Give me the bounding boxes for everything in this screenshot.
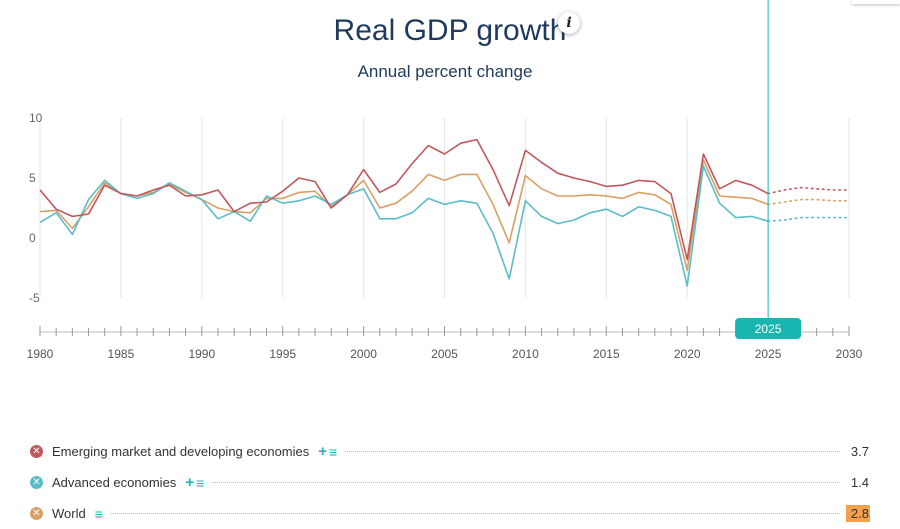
series-forecast-emerging [767,186,850,195]
series-forecast-advanced [767,216,850,222]
series-forecast-world [767,198,850,206]
remove-series-icon[interactable]: ✕ [30,507,43,520]
legend-label: Emerging market and developing economies [52,444,310,459]
y-tick-label: -5 [29,291,40,305]
x-tick-label: 2015 [593,347,620,361]
legend-value-highlighted: 2.8 [846,505,870,522]
legend-row-emerging[interactable]: ✕ Emerging market and developing economi… [30,436,870,467]
legend-label: Advanced economies [52,475,177,490]
legend-leader-line [110,513,840,514]
legend-leader-line [212,482,840,483]
legend-label: World [52,506,86,521]
x-tick-label: 2020 [674,347,701,361]
x-tick-label: 2030 [836,347,863,361]
legend: ✕ Emerging market and developing economi… [30,436,870,529]
legend-leader-line [345,451,840,452]
line-chart[interactable]: 10 5 0 -5 1980 1985 1990 1995 2000 2005 2010 2015 20… [0,0,900,430]
remove-series-icon[interactable]: ✕ [30,476,43,489]
x-tick-label: 1985 [108,347,135,361]
y-tick-label: 0 [29,231,36,245]
chart-subtitle: Annual percent change [357,62,533,81]
add-icon[interactable]: + [318,443,328,460]
year-badge-label: 2025 [755,322,782,336]
legend-value: 3.7 [850,444,869,459]
x-tick-label: 2010 [512,347,539,361]
legend-row-world[interactable]: ✕ World ≡ 2.8 [30,498,870,529]
y-tick-label: 10 [29,111,43,125]
x-tick-label: 2025 [755,347,782,361]
top-right-panel-edge [852,0,900,4]
remove-series-icon[interactable]: ✕ [30,445,43,458]
menu-icon[interactable]: ≡ [196,474,205,491]
legend-row-advanced[interactable]: ✕ Advanced economies + ≡ 1.4 [30,467,870,498]
legend-value: 1.4 [850,475,869,490]
x-tick-label: 2000 [350,347,377,361]
menu-icon[interactable]: ≡ [94,505,103,522]
chart-title: Real GDP growth [333,14,567,47]
x-tick-label: 1990 [188,347,215,361]
menu-icon[interactable]: ≡ [329,443,338,460]
info-icon[interactable]: i [558,12,580,34]
x-tick-label: 1980 [27,347,54,361]
add-icon[interactable]: + [185,474,195,491]
y-tick-label: 5 [29,171,36,185]
x-tick-label: 2005 [431,347,458,361]
year-badge [735,318,802,339]
series-line-emerging [39,138,769,261]
x-tick-label: 1995 [269,347,296,361]
